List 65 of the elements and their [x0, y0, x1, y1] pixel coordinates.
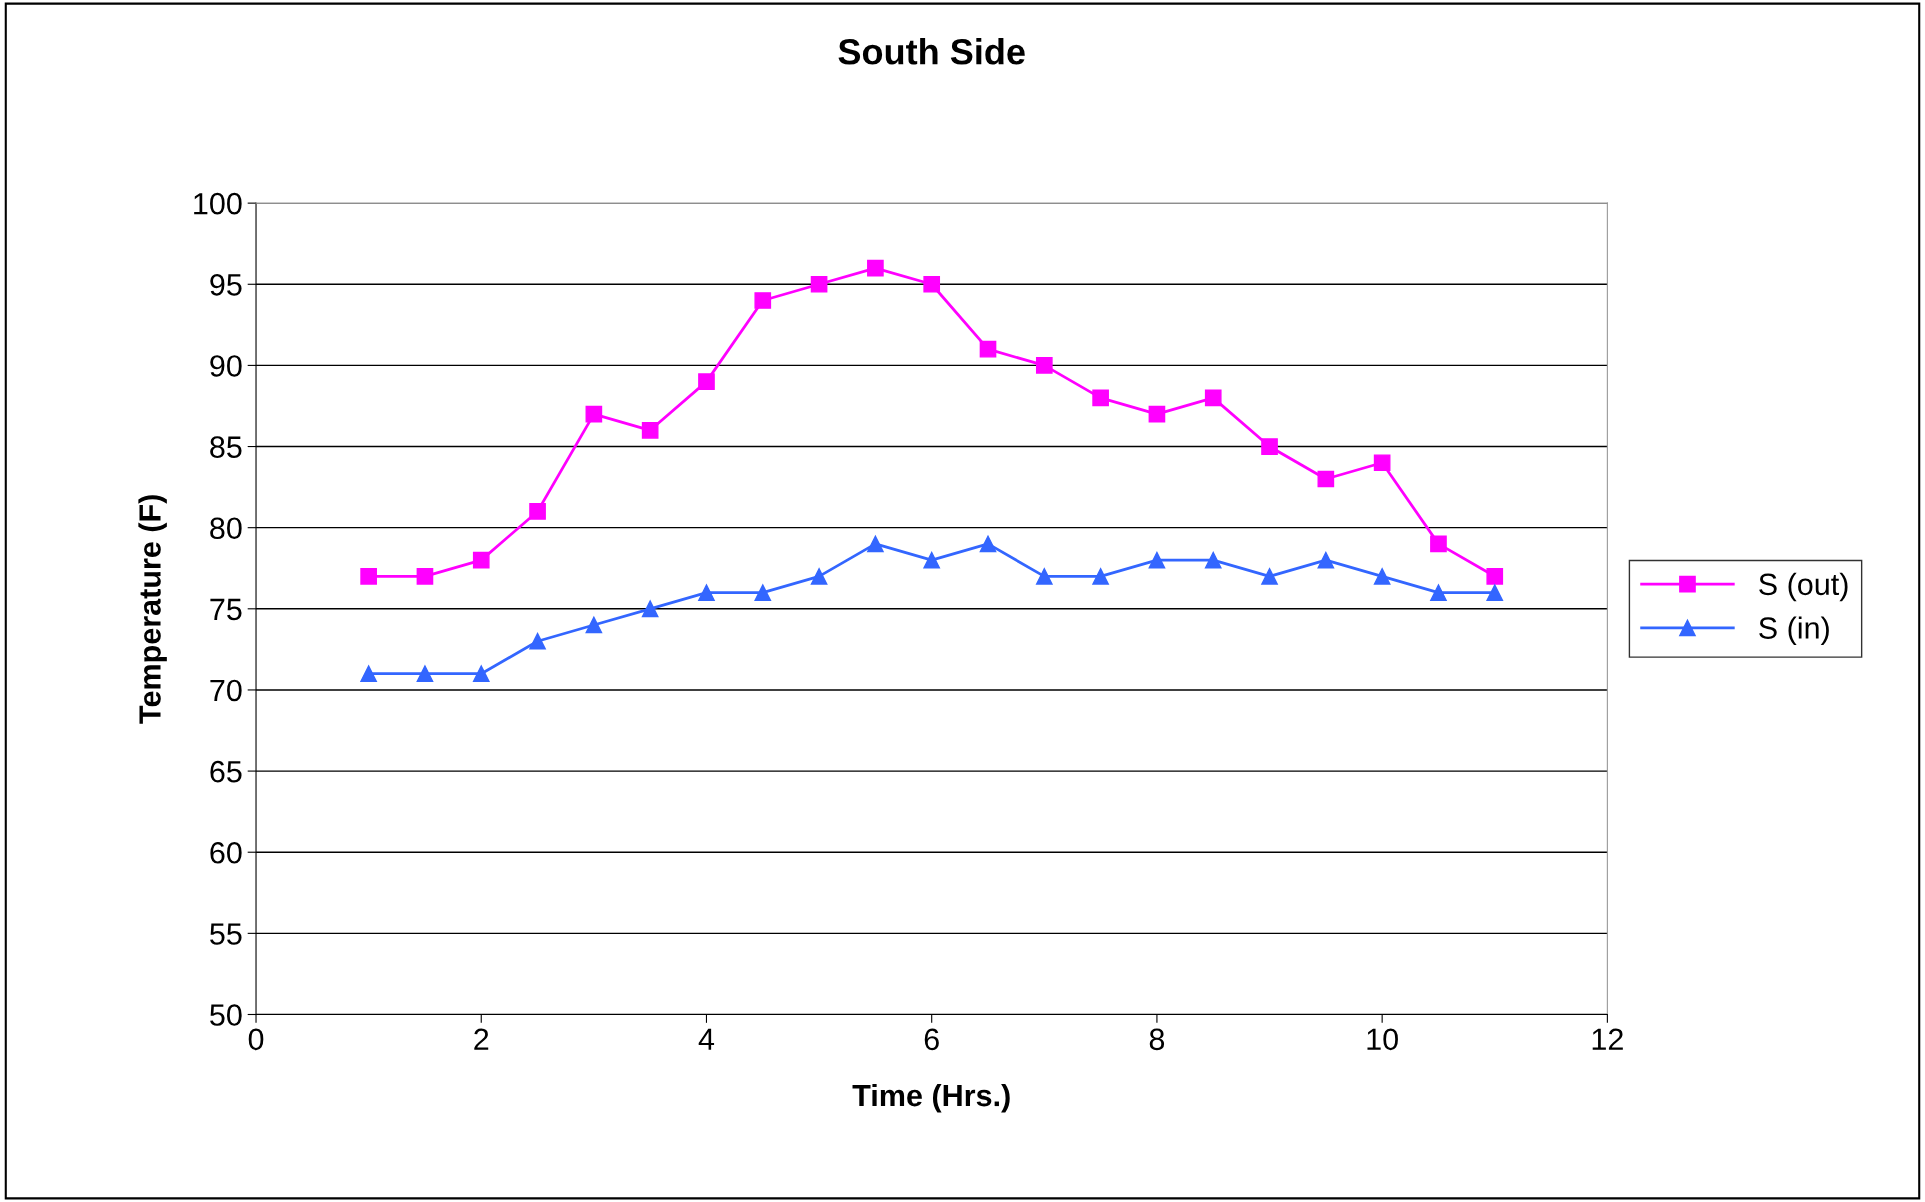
y-tick-label: 80	[210, 517, 242, 540]
point	[698, 584, 715, 601]
point	[1261, 438, 1278, 455]
point	[754, 584, 772, 601]
point	[979, 340, 997, 358]
point	[979, 535, 997, 553]
x-tick-label: 2	[474, 1028, 489, 1050]
y-tick-label: 75	[210, 598, 242, 621]
point	[867, 535, 884, 553]
point	[360, 665, 377, 683]
legend-label: S (out)	[1759, 572, 1848, 602]
x-tick-label: 6	[924, 1028, 939, 1051]
y-tick-label: 50	[210, 1004, 242, 1026]
point	[641, 421, 659, 439]
y-tick-label: 100	[194, 192, 242, 215]
point	[1486, 568, 1504, 585]
point	[1317, 551, 1335, 569]
chart-title: South Side	[838, 38, 1025, 65]
point	[1092, 389, 1109, 407]
x-tick-label: 10	[1367, 1028, 1398, 1051]
point	[641, 600, 659, 618]
point	[754, 292, 772, 309]
point	[585, 616, 603, 634]
point	[360, 568, 377, 585]
point	[1035, 357, 1053, 374]
point	[923, 275, 941, 293]
point	[1204, 551, 1222, 569]
point	[529, 503, 546, 520]
point	[1317, 470, 1335, 488]
point	[416, 568, 434, 585]
legend-label: S (in)	[1759, 616, 1829, 645]
point	[1035, 568, 1053, 585]
x-tick-label: 4	[698, 1028, 715, 1050]
y-tick-label: 55	[210, 923, 242, 945]
x-axis-title: Time (Hrs.)	[852, 1083, 1010, 1113]
x-tick-label: 12	[1592, 1028, 1623, 1050]
x-tick-label: 8	[1149, 1028, 1165, 1051]
y-tick-label: 90	[210, 355, 242, 377]
point	[1430, 584, 1447, 601]
point	[416, 665, 434, 683]
point	[810, 568, 828, 585]
point	[472, 551, 490, 569]
point	[1261, 568, 1278, 585]
y-tick-label: 60	[210, 841, 242, 864]
point	[529, 632, 546, 650]
y-axis-title: Temperature (F)	[138, 495, 167, 724]
point	[1373, 454, 1391, 472]
point	[810, 275, 828, 293]
point	[1092, 568, 1109, 585]
point	[1148, 405, 1166, 423]
point	[1430, 535, 1447, 553]
point	[1204, 389, 1222, 407]
x-tick-label: 0	[248, 1028, 264, 1051]
point	[1373, 568, 1391, 585]
point	[472, 665, 490, 683]
y-tick-label: 95	[210, 274, 242, 296]
point	[923, 551, 941, 569]
point	[698, 373, 715, 390]
point	[585, 405, 603, 423]
point	[1486, 584, 1504, 601]
point	[1148, 551, 1166, 569]
point	[867, 259, 884, 277]
y-tick-label: 65	[210, 760, 242, 783]
y-tick-label: 85	[210, 436, 242, 458]
y-tick-label: 70	[210, 679, 242, 702]
